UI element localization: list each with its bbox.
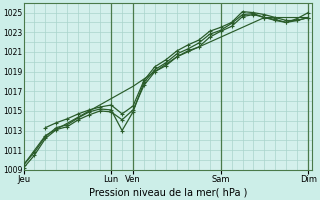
X-axis label: Pression niveau de la mer( hPa ): Pression niveau de la mer( hPa ) [89, 187, 247, 197]
